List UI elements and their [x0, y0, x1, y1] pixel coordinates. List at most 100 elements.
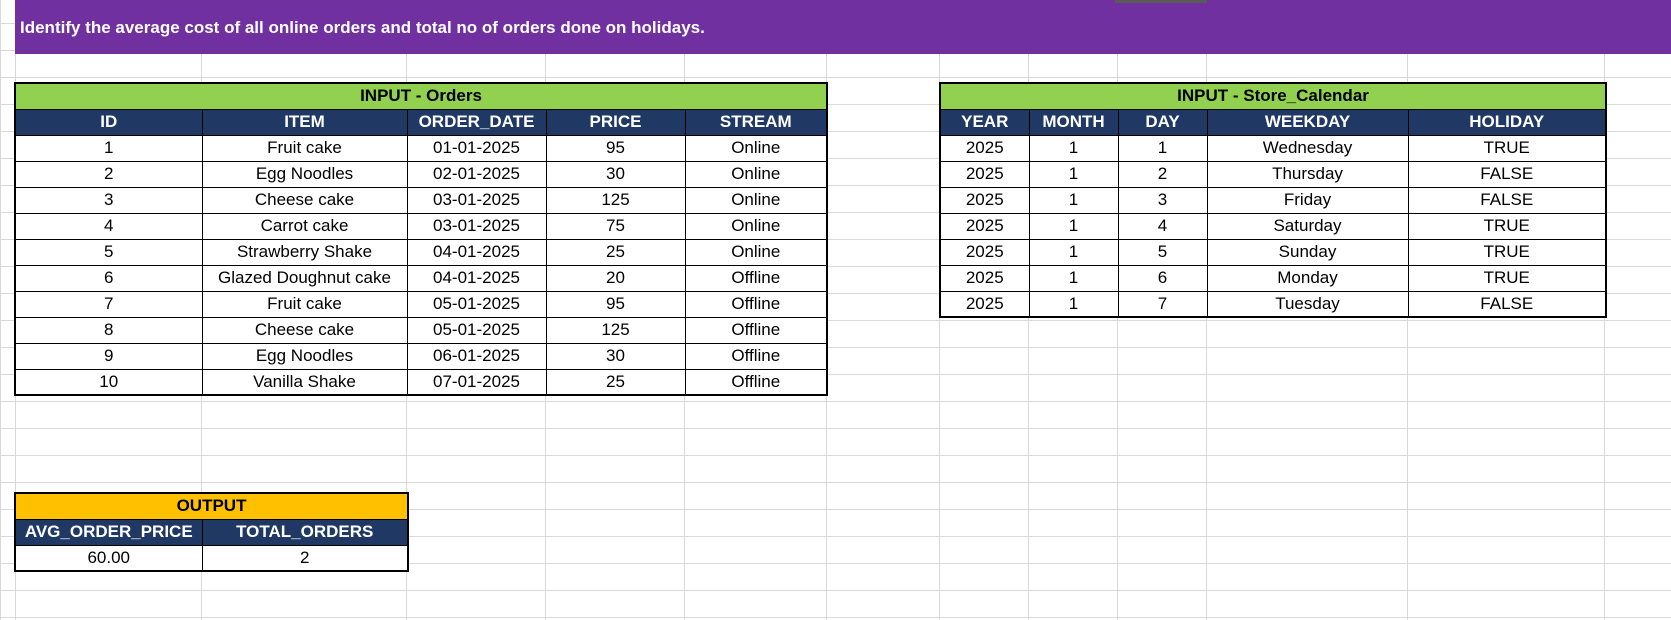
calendar-column-header[interactable]: HOLIDAY — [1407, 108, 1607, 136]
calendar-cell[interactable]: 2025 — [939, 264, 1030, 292]
orders-cell[interactable]: 8 — [14, 316, 203, 344]
orders-cell[interactable]: Online — [684, 134, 828, 162]
orders-cell[interactable]: 95 — [545, 134, 686, 162]
calendar-cell[interactable]: 2025 — [939, 160, 1030, 188]
calendar-cell[interactable]: Tuesday — [1206, 290, 1409, 318]
orders-cell[interactable]: Online — [684, 238, 828, 266]
orders-cell[interactable]: Fruit cake — [201, 290, 408, 318]
calendar-cell[interactable]: FALSE — [1407, 186, 1607, 214]
calendar-cell[interactable]: 1 — [1028, 290, 1119, 318]
orders-cell[interactable]: 06-01-2025 — [406, 342, 547, 370]
calendar-cell[interactable]: 2025 — [939, 212, 1030, 240]
orders-column-header[interactable]: ITEM — [201, 108, 408, 136]
orders-cell[interactable]: Offline — [684, 316, 828, 344]
orders-cell[interactable]: 03-01-2025 — [406, 212, 547, 240]
orders-cell[interactable]: 7 — [14, 290, 203, 318]
calendar-cell[interactable]: 4 — [1117, 212, 1208, 240]
calendar-column-header[interactable]: YEAR — [939, 108, 1030, 136]
orders-cell[interactable]: 30 — [545, 342, 686, 370]
calendar-column-header[interactable]: WEEKDAY — [1206, 108, 1409, 136]
orders-cell[interactable]: 03-01-2025 — [406, 186, 547, 214]
orders-cell[interactable]: 3 — [14, 186, 203, 214]
orders-column-header[interactable]: ID — [14, 108, 203, 136]
output-cell[interactable]: 2 — [201, 544, 409, 572]
calendar-cell[interactable]: 1 — [1028, 134, 1119, 162]
orders-cell[interactable]: 01-01-2025 — [406, 134, 547, 162]
orders-cell[interactable]: 2 — [14, 160, 203, 188]
orders-cell[interactable]: 125 — [545, 186, 686, 214]
output-column-header[interactable]: TOTAL_ORDERS — [201, 518, 409, 546]
calendar-cell[interactable]: TRUE — [1407, 238, 1607, 266]
calendar-cell[interactable]: TRUE — [1407, 212, 1607, 240]
calendar-cell[interactable]: TRUE — [1407, 264, 1607, 292]
calendar-cell[interactable]: 1 — [1028, 212, 1119, 240]
orders-cell[interactable]: 30 — [545, 160, 686, 188]
output-cell[interactable]: 60.00 — [14, 544, 203, 572]
calendar-column-header[interactable]: DAY — [1117, 108, 1208, 136]
calendar-cell[interactable]: 1 — [1028, 264, 1119, 292]
orders-cell[interactable]: 10 — [14, 368, 203, 396]
calendar-cell[interactable]: FALSE — [1407, 290, 1607, 318]
orders-cell[interactable]: 05-01-2025 — [406, 290, 547, 318]
calendar-cell[interactable]: 2 — [1117, 160, 1208, 188]
calendar-cell[interactable]: TRUE — [1407, 134, 1607, 162]
calendar-cell[interactable]: 7 — [1117, 290, 1208, 318]
orders-column-header[interactable]: PRICE — [545, 108, 686, 136]
orders-cell[interactable]: Cheese cake — [201, 186, 408, 214]
orders-cell[interactable]: 125 — [545, 316, 686, 344]
calendar-cell[interactable]: 2025 — [939, 186, 1030, 214]
orders-cell[interactable]: 75 — [545, 212, 686, 240]
orders-column-header[interactable]: ORDER_DATE — [406, 108, 547, 136]
task-banner[interactable]: Identify the average cost of all online … — [15, 0, 1671, 54]
orders-column-header[interactable]: STREAM — [684, 108, 828, 136]
calendar-cell[interactable]: 5 — [1117, 238, 1208, 266]
calendar-cell[interactable]: Sunday — [1206, 238, 1409, 266]
calendar-cell[interactable]: Monday — [1206, 264, 1409, 292]
orders-cell[interactable]: 04-01-2025 — [406, 238, 547, 266]
orders-cell[interactable]: Offline — [684, 342, 828, 370]
orders-cell[interactable]: 5 — [14, 238, 203, 266]
orders-cell[interactable]: 20 — [545, 264, 686, 292]
calendar-cell[interactable]: 3 — [1117, 186, 1208, 214]
calendar-cell[interactable]: Friday — [1206, 186, 1409, 214]
orders-cell[interactable]: Egg Noodles — [201, 160, 408, 188]
orders-cell[interactable]: Vanilla Shake — [201, 368, 408, 396]
orders-cell[interactable]: 4 — [14, 212, 203, 240]
orders-cell[interactable]: 25 — [545, 238, 686, 266]
calendar-column-header[interactable]: MONTH — [1028, 108, 1119, 136]
orders-cell[interactable]: 6 — [14, 264, 203, 292]
orders-cell[interactable]: Online — [684, 160, 828, 188]
orders-cell[interactable]: 04-01-2025 — [406, 264, 547, 292]
orders-cell[interactable]: 07-01-2025 — [406, 368, 547, 396]
orders-cell[interactable]: 05-01-2025 — [406, 316, 547, 344]
calendar-cell[interactable]: 1 — [1028, 160, 1119, 188]
orders-cell[interactable]: Fruit cake — [201, 134, 408, 162]
orders-cell[interactable]: 9 — [14, 342, 203, 370]
orders-cell[interactable]: 95 — [545, 290, 686, 318]
orders-cell[interactable]: Cheese cake — [201, 316, 408, 344]
orders-cell[interactable]: Offline — [684, 264, 828, 292]
calendar-cell[interactable]: FALSE — [1407, 160, 1607, 188]
orders-cell[interactable]: Strawberry Shake — [201, 238, 408, 266]
orders-cell[interactable]: Glazed Doughnut cake — [201, 264, 408, 292]
calendar-cell[interactable]: 1 — [1117, 134, 1208, 162]
output-column-header[interactable]: AVG_ORDER_PRICE — [14, 518, 203, 546]
orders-cell[interactable]: 25 — [545, 368, 686, 396]
calendar-cell[interactable]: 1 — [1028, 186, 1119, 214]
orders-cell[interactable]: Online — [684, 212, 828, 240]
calendar-cell[interactable]: 2025 — [939, 134, 1030, 162]
calendar-cell[interactable]: 1 — [1028, 238, 1119, 266]
calendar-cell[interactable]: 2025 — [939, 238, 1030, 266]
calendar-cell[interactable]: Thursday — [1206, 160, 1409, 188]
calendar-cell[interactable]: 2025 — [939, 290, 1030, 318]
orders-cell[interactable]: Carrot cake — [201, 212, 408, 240]
orders-cell[interactable]: Egg Noodles — [201, 342, 408, 370]
orders-cell[interactable]: Online — [684, 186, 828, 214]
orders-cell[interactable]: 1 — [14, 134, 203, 162]
calendar-cell[interactable]: Saturday — [1206, 212, 1409, 240]
calendar-cell[interactable]: Wednesday — [1206, 134, 1409, 162]
orders-cell[interactable]: 02-01-2025 — [406, 160, 547, 188]
orders-cell[interactable]: Offline — [684, 290, 828, 318]
orders-cell[interactable]: Offline — [684, 368, 828, 396]
calendar-cell[interactable]: 6 — [1117, 264, 1208, 292]
